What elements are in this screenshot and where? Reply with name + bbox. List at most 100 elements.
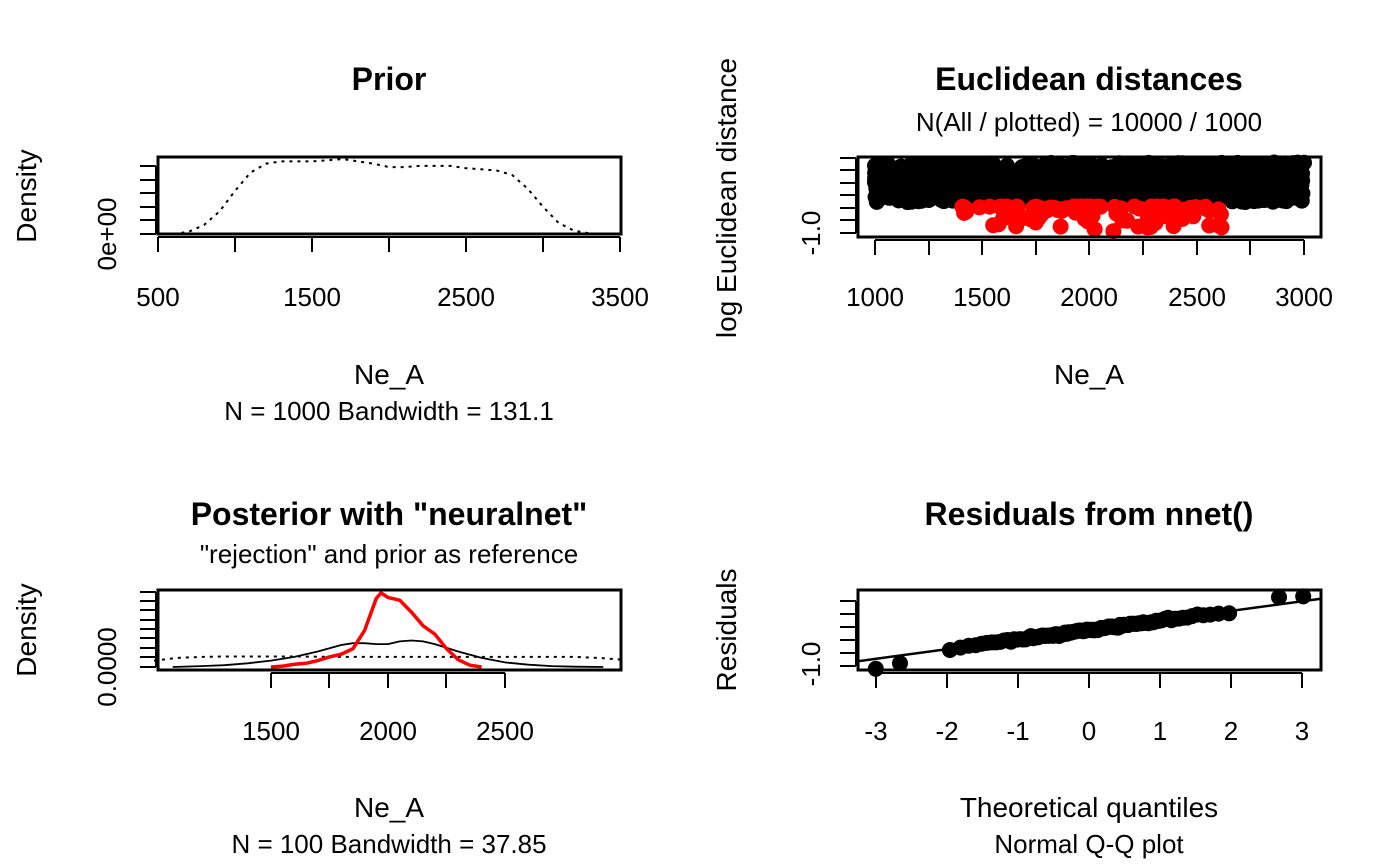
euclid-point-accepted (1139, 219, 1156, 236)
euclid-point-all (1273, 161, 1290, 178)
posterior-title: Posterior with "neuralnet" (191, 496, 588, 532)
prior-sub-label: N = 1000 Bandwidth = 131.1 (224, 396, 554, 426)
euclid-point-all (937, 177, 954, 194)
posterior-rejection-line (172, 639, 604, 668)
euclid-y-tick-label: -1.0 (796, 211, 826, 256)
euclid-title: Euclidean distances (935, 61, 1243, 97)
residuals-frame (856, 588, 1323, 672)
panel-prior: Prior 500 1500 2500 3500 0e+00 (11, 61, 649, 426)
euclid-y-label: log Euclidean distance (711, 58, 742, 338)
euclid-point-accepted (1201, 217, 1218, 234)
posterior-subtitle: "rejection" and prior as reference (200, 539, 578, 569)
euclid-point-all (1040, 175, 1057, 192)
residuals-qq-line (857, 597, 1322, 663)
euclid-point-all (1027, 179, 1044, 196)
euclid-x-tick-label: 2000 (1060, 282, 1118, 312)
euclid-point-accepted (1028, 200, 1045, 217)
euclid-plot-area (867, 154, 1312, 240)
prior-plot-area (173, 158, 605, 235)
euclid-point-all (961, 156, 978, 172)
euclid-point-all (1129, 159, 1146, 176)
residuals-x-tick-label: 1 (1153, 716, 1167, 746)
residuals-x-tick-label: 3 (1295, 716, 1309, 746)
euclid-point-accepted (1086, 221, 1103, 238)
euclid-point-accepted (1148, 198, 1165, 215)
euclid-point-all (1234, 191, 1251, 208)
prior-x-tick-label: 2500 (437, 282, 495, 312)
euclid-point-all (991, 168, 1008, 185)
euclid-point-all (888, 188, 905, 205)
prior-y-axis: 0e+00 (92, 165, 157, 271)
euclid-point-all (1029, 163, 1046, 180)
euclid-point-all (1129, 180, 1146, 197)
euclid-point-all (960, 171, 976, 188)
euclid-point-all (975, 172, 992, 189)
euclid-point-all (1008, 187, 1025, 204)
euclid-point-all (1008, 169, 1025, 186)
posterior-x-tick-label: 2500 (476, 716, 534, 746)
residuals-sub-label: Normal Q-Q plot (994, 829, 1184, 859)
euclid-y-axis: -1.0 (796, 157, 857, 256)
euclid-point-accepted (1210, 201, 1227, 218)
residuals-qq-point (1221, 605, 1238, 622)
euclid-point-all (1218, 184, 1235, 201)
panel-euclidean: Euclidean distances N(All / plotted) = 1… (711, 58, 1333, 390)
euclid-x-axis: 1000 1500 2000 2500 3000 (846, 239, 1333, 312)
prior-density-line (173, 158, 605, 235)
posterior-sub-label: N = 100 Bandwidth = 37.85 (231, 829, 546, 859)
prior-x-tick-label: 1500 (283, 282, 341, 312)
euclid-point-all (1142, 156, 1159, 173)
posterior-prior-line (153, 655, 623, 662)
residuals-y-tick-label: -1.0 (796, 642, 826, 687)
euclid-point-accepted (1105, 223, 1122, 240)
euclid-point-accepted (1165, 218, 1182, 235)
euclid-point-all (959, 183, 976, 200)
euclid-point-all (1070, 182, 1087, 199)
posterior-y-axis: 0.0000 (92, 591, 157, 707)
prior-x-tick-label: 3500 (591, 282, 649, 312)
prior-x-axis: 500 1500 2500 3500 (136, 236, 649, 312)
euclid-x-tick-label: 3000 (1275, 282, 1333, 312)
prior-x-label: Ne_A (354, 359, 424, 390)
prior-y-tick-label: 0e+00 (92, 197, 122, 270)
euclid-point-all (908, 156, 925, 173)
euclid-point-accepted (1042, 199, 1059, 216)
euclid-point-accepted (985, 217, 1002, 234)
euclid-point-accepted (1076, 198, 1093, 215)
euclid-point-all (1082, 155, 1099, 172)
prior-frame (156, 155, 623, 236)
posterior-x-tick-label: 2000 (359, 716, 417, 746)
residuals-qq-point (1271, 589, 1287, 606)
euclid-point-all (1225, 166, 1242, 183)
posterior-x-label: Ne_A (354, 792, 424, 823)
residuals-plot-area (857, 588, 1322, 677)
euclid-point-accepted (981, 198, 998, 215)
residuals-x-axis: -3 -2 -1 0 1 2 3 (864, 672, 1309, 746)
residuals-x-tick-label: -3 (864, 716, 887, 746)
residuals-x-label: Theoretical quantiles (960, 792, 1218, 823)
euclid-point-all (1055, 162, 1072, 179)
euclid-point-all (867, 170, 884, 186)
euclid-point-all (1250, 178, 1267, 195)
panel-posterior: Posterior with "neuralnet" "rejection" a… (11, 496, 623, 859)
euclid-subtitle: N(All / plotted) = 10000 / 1000 (916, 107, 1262, 137)
posterior-plot-area (153, 590, 623, 669)
posterior-frame (156, 588, 623, 672)
posterior-y-label: Density (11, 583, 42, 676)
residuals-x-tick-label: -1 (1006, 716, 1029, 746)
euclid-frame (856, 155, 1323, 239)
euclid-point-accepted (1177, 201, 1194, 218)
prior-x-tick-label: 500 (136, 282, 179, 312)
residuals-y-label: Residuals (711, 569, 742, 692)
euclid-point-all (1089, 185, 1106, 202)
panel-residuals: Residuals from nnet() -3 -2 -1 0 1 2 3 (711, 496, 1323, 859)
posterior-x-axis: 1500 2000 2500 (242, 672, 534, 746)
residuals-x-tick-label: -2 (935, 716, 958, 746)
euclid-point-all (1158, 164, 1175, 180)
euclid-x-label: Ne_A (1054, 359, 1124, 390)
residuals-y-axis: -1.0 (796, 600, 857, 687)
prior-y-label: Density (11, 149, 42, 242)
euclid-point-accepted (1008, 198, 1025, 215)
euclid-point-all (913, 192, 930, 209)
